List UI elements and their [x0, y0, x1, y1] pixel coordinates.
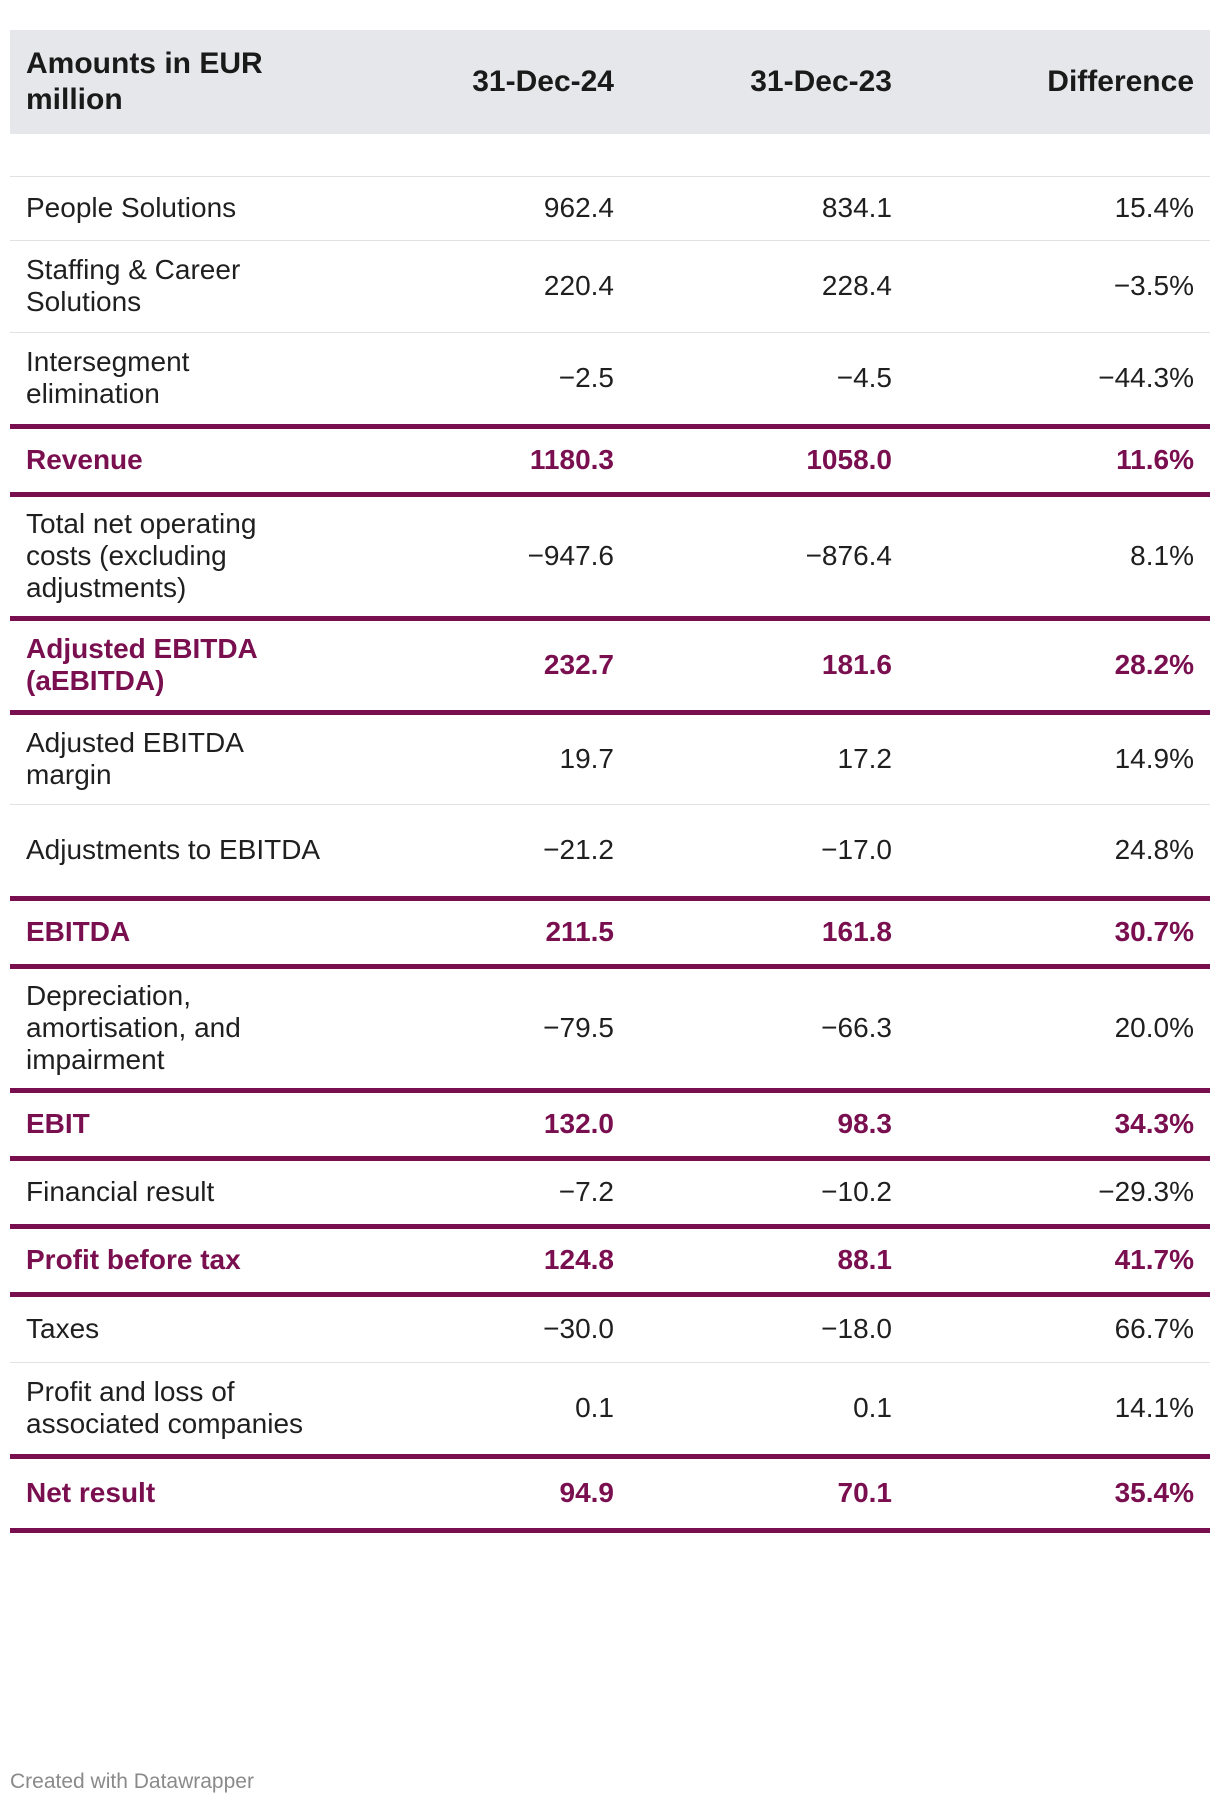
table-row: Staffing & Career Solutions 220.4 228.4 …	[10, 240, 1210, 332]
value-difference: 24.8%	[1114, 834, 1194, 865]
value-2024: 962.4	[543, 192, 614, 223]
row-label: Profit and loss of associated companies	[26, 1376, 304, 1439]
value-2024: 124.8	[543, 1244, 614, 1275]
row-label: Staffing & Career Solutions	[26, 254, 241, 317]
value-2023: 1058.0	[806, 444, 892, 475]
table-row-highlight: Revenue 1180.3 1058.0 11.6%	[10, 426, 1210, 494]
value-difference: −29.3%	[1098, 1176, 1194, 1207]
value-2023: 88.1	[837, 1244, 893, 1275]
value-2024: −79.5	[543, 1012, 614, 1043]
table-row: Taxes −30.0 −18.0 66.7%	[10, 1294, 1210, 1362]
value-2024: −2.5	[558, 362, 614, 393]
table-row: Intersegment elimination −2.5 −4.5 −44.3…	[10, 332, 1210, 426]
table-row-highlight: Profit before tax 124.8 88.1 41.7%	[10, 1226, 1210, 1294]
row-label: Revenue	[26, 444, 143, 475]
row-label: Net result	[26, 1477, 156, 1508]
row-label: Total net operating costs (excluding adj…	[26, 508, 257, 603]
row-label: Adjusted EBITDA margin	[26, 727, 243, 790]
row-label: Adjusted EBITDA (aEBITDA)	[26, 633, 257, 696]
row-label: People Solutions	[26, 192, 237, 223]
value-difference: 8.1%	[1130, 540, 1194, 571]
value-difference: 34.3%	[1114, 1108, 1194, 1139]
table-row-highlight: EBITDA 211.5 161.8 30.7%	[10, 898, 1210, 966]
value-2023: −876.4	[805, 540, 892, 571]
table-header-row: Amounts in EUR million 31-Dec-24 31-Dec-…	[10, 30, 1210, 134]
value-2024: 94.9	[559, 1477, 615, 1508]
table-row: Adjustments to EBITDA −21.2 −17.0 24.8%	[10, 804, 1210, 898]
value-2023: 228.4	[821, 270, 892, 301]
value-2024: 0.1	[575, 1392, 614, 1423]
value-difference: 35.4%	[1114, 1477, 1194, 1508]
financial-table-container: Amounts in EUR million 31-Dec-24 31-Dec-…	[10, 30, 1210, 1533]
table-row-highlight: EBIT 132.0 98.3 34.3%	[10, 1090, 1210, 1158]
table-row: Financial result −7.2 −10.2 −29.3%	[10, 1158, 1210, 1226]
table-row: People Solutions 962.4 834.1 15.4%	[10, 176, 1210, 240]
value-difference: 15.4%	[1114, 192, 1194, 223]
table-row-highlight: Adjusted EBITDA (aEBITDA) 232.7 181.6 28…	[10, 618, 1210, 712]
financial-table: Amounts in EUR million 31-Dec-24 31-Dec-…	[10, 30, 1210, 1533]
row-label: Depreciation, amortisation, and impairme…	[26, 980, 241, 1075]
table-row: Adjusted EBITDA margin 19.7 17.2 14.9%	[10, 712, 1210, 804]
value-2024: −30.0	[543, 1313, 614, 1344]
value-difference: 30.7%	[1114, 916, 1194, 947]
value-2023: 17.2	[837, 743, 893, 774]
value-2023: 0.1	[853, 1392, 892, 1423]
header-2024: 31-Dec-24	[472, 65, 614, 98]
value-difference: −3.5%	[1113, 270, 1194, 301]
value-2024: 19.7	[559, 743, 615, 774]
row-label: EBITDA	[26, 916, 131, 947]
row-label: EBIT	[26, 1108, 90, 1139]
value-difference: 14.9%	[1114, 743, 1194, 774]
value-difference: 20.0%	[1114, 1012, 1194, 1043]
value-2024: −21.2	[543, 834, 614, 865]
row-label: Financial result	[26, 1176, 215, 1207]
row-label: Profit before tax	[26, 1244, 241, 1275]
value-2024: 220.4	[543, 270, 614, 301]
value-difference: −44.3%	[1098, 362, 1194, 393]
header-amounts: Amounts in EUR million	[26, 47, 263, 116]
value-2024: 132.0	[543, 1108, 614, 1139]
value-2024: 1180.3	[529, 444, 614, 475]
value-2023: 181.6	[821, 649, 892, 680]
value-2023: 834.1	[821, 192, 892, 223]
value-2024: 211.5	[545, 916, 614, 947]
table-row: Depreciation, amortisation, and impairme…	[10, 966, 1210, 1090]
datawrapper-credit: Created with Datawrapper	[10, 1770, 254, 1793]
value-2023: 70.1	[837, 1477, 893, 1508]
value-2024: −947.6	[527, 540, 614, 571]
row-label: Taxes	[26, 1313, 100, 1344]
value-2024: 232.7	[543, 649, 614, 680]
value-2023: 161.8	[821, 916, 892, 947]
value-2024: −7.2	[558, 1176, 614, 1207]
value-difference: 28.2%	[1114, 649, 1194, 680]
table-row: Total net operating costs (excluding adj…	[10, 494, 1210, 618]
value-difference: 41.7%	[1114, 1244, 1194, 1275]
header-spacer	[10, 134, 1210, 176]
value-2023: −17.0	[821, 834, 892, 865]
header-difference: Difference	[1047, 65, 1194, 98]
row-label: Adjustments to EBITDA	[26, 834, 321, 865]
value-2023: −10.2	[821, 1176, 892, 1207]
table-row-highlight: Net result 94.9 70.1 35.4%	[10, 1456, 1210, 1530]
value-difference: 14.1%	[1114, 1392, 1194, 1423]
row-label: Intersegment elimination	[26, 346, 190, 409]
value-2023: −66.3	[821, 1012, 892, 1043]
value-difference: 66.7%	[1114, 1313, 1194, 1344]
header-2023: 31-Dec-23	[750, 65, 892, 98]
value-2023: −18.0	[821, 1313, 892, 1344]
value-2023: −4.5	[836, 362, 892, 393]
value-2023: 98.3	[837, 1108, 893, 1139]
table-row: Profit and loss of associated companies …	[10, 1362, 1210, 1456]
value-difference: 11.6%	[1116, 444, 1194, 475]
